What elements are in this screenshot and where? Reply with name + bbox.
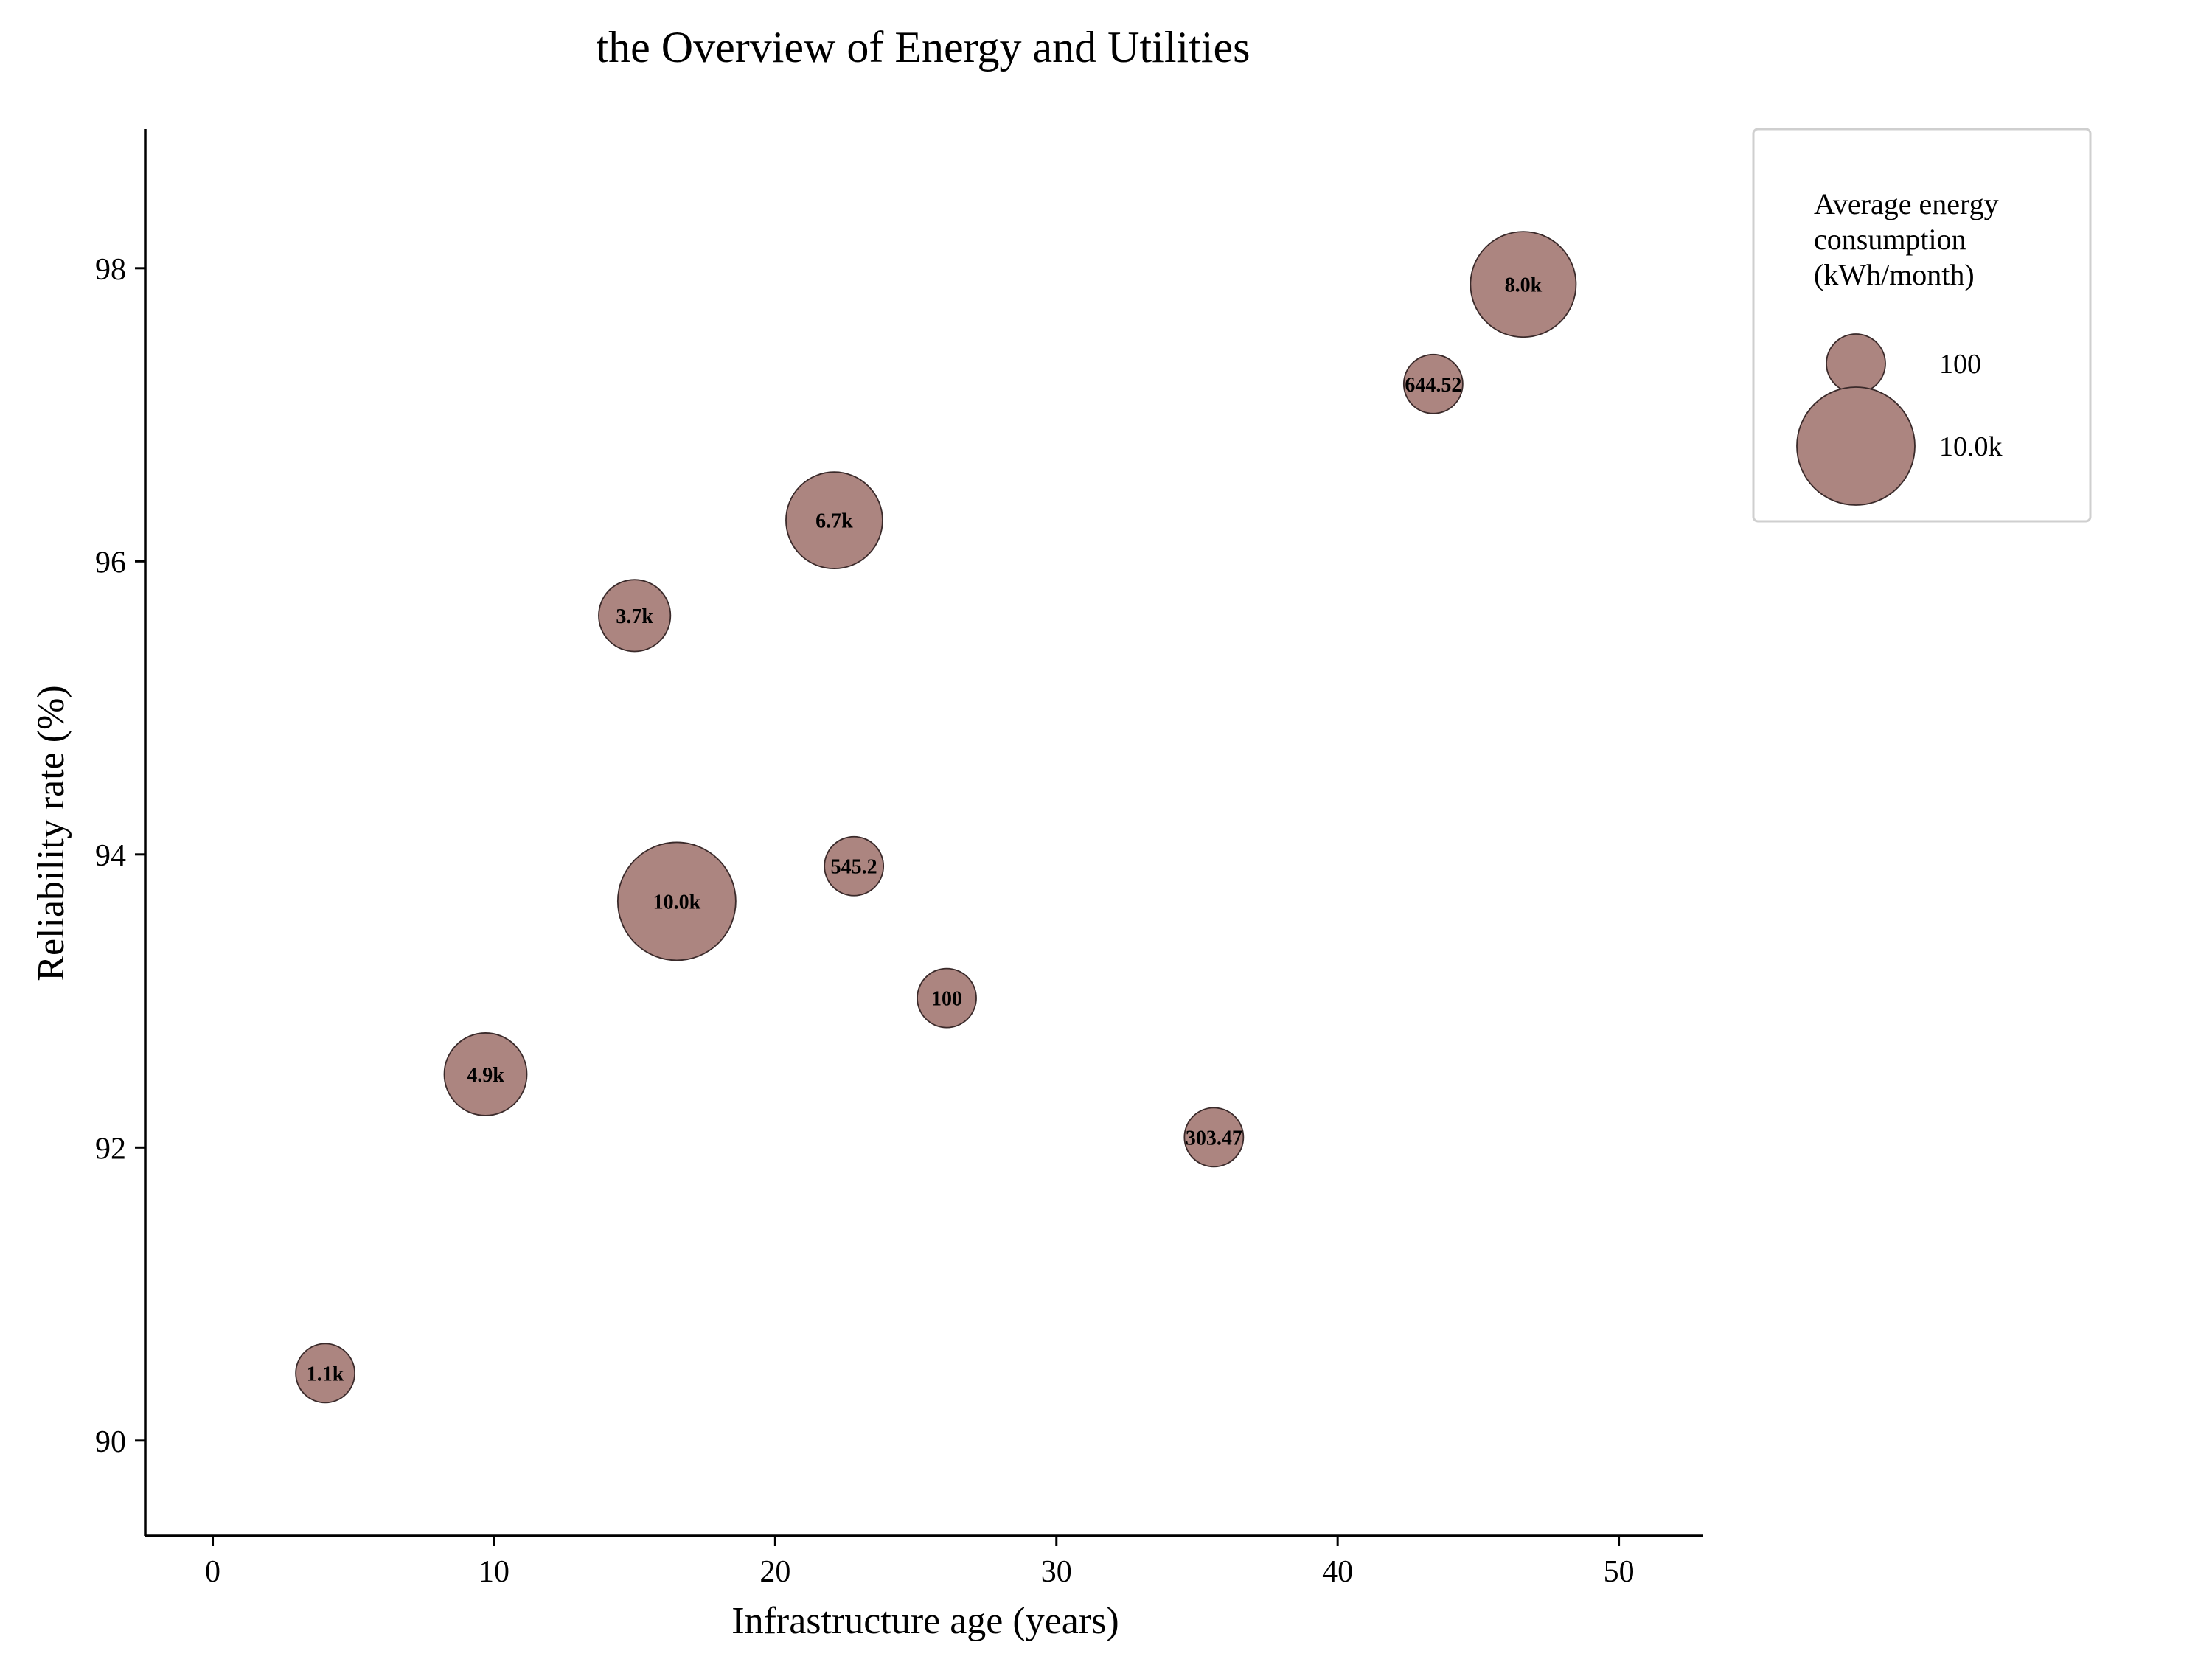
bubble-label: 3.7k xyxy=(616,605,653,628)
chart-title: the Overview of Energy and Utilities xyxy=(597,23,1251,72)
legend-bubble xyxy=(1826,333,1886,394)
bubble xyxy=(295,1343,356,1404)
legend-title-line: consumption xyxy=(1814,223,1966,256)
bubble xyxy=(1402,353,1464,414)
bubble xyxy=(917,967,977,1029)
bubble-label: 545.2 xyxy=(831,856,877,879)
bubble xyxy=(824,835,885,897)
bubble-label: 10.0k xyxy=(653,891,701,914)
x-tick-label: 20 xyxy=(759,1555,790,1589)
bubble xyxy=(1470,231,1577,338)
x-tick-label: 40 xyxy=(1322,1555,1353,1589)
y-tick-label: 98 xyxy=(95,253,126,287)
bubble-label: 4.9k xyxy=(467,1064,504,1087)
bubble-label: 1.1k xyxy=(307,1363,344,1385)
x-tick-label: 50 xyxy=(1604,1555,1635,1589)
data-points: 1.1k 4.9k 3.7k 10.0k 6.7k 545.2 100 303.47 644.5… xyxy=(295,231,1577,1404)
y-tick-label: 90 xyxy=(95,1425,126,1459)
y-tick-label: 96 xyxy=(95,546,126,580)
legend-title: Average energy consumption (kWh/month) xyxy=(1814,187,1999,291)
bubble-label: 8.0k xyxy=(1505,274,1543,297)
legend-title-line: (kWh/month) xyxy=(1814,258,1975,291)
bubble xyxy=(598,579,672,653)
x-tick-label: 10 xyxy=(479,1555,509,1589)
legend-bubble xyxy=(1796,386,1916,506)
x-tick-label: 30 xyxy=(1041,1555,1072,1589)
y-tick-label: 94 xyxy=(95,839,126,873)
bubble xyxy=(616,841,737,961)
bubble-label: 303.47 xyxy=(1186,1127,1242,1150)
legend: Average energy consumption (kWh/month) 100 1… xyxy=(1752,128,2092,523)
bubble xyxy=(1183,1107,1245,1168)
legend-label: 10.0k xyxy=(1939,431,2003,462)
bubble xyxy=(443,1032,528,1116)
bubble-label: 6.7k xyxy=(815,510,853,533)
legend-label: 100 xyxy=(1939,349,1981,380)
y-tick-label: 92 xyxy=(95,1132,126,1166)
x-tick-label: 0 xyxy=(205,1555,220,1589)
bubble-label: 100 xyxy=(931,988,962,1011)
bubble xyxy=(785,471,883,570)
x-axis-label: Infrastructure age (years) xyxy=(731,1600,1119,1642)
legend-title-line: Average energy xyxy=(1814,187,1999,220)
axes: 0 10 20 30 40 50 90 92 94 96 98 xyxy=(95,129,1703,1589)
bubble-label: 644.52 xyxy=(1405,374,1461,397)
y-axis-label: Reliability rate (%) xyxy=(30,685,72,981)
